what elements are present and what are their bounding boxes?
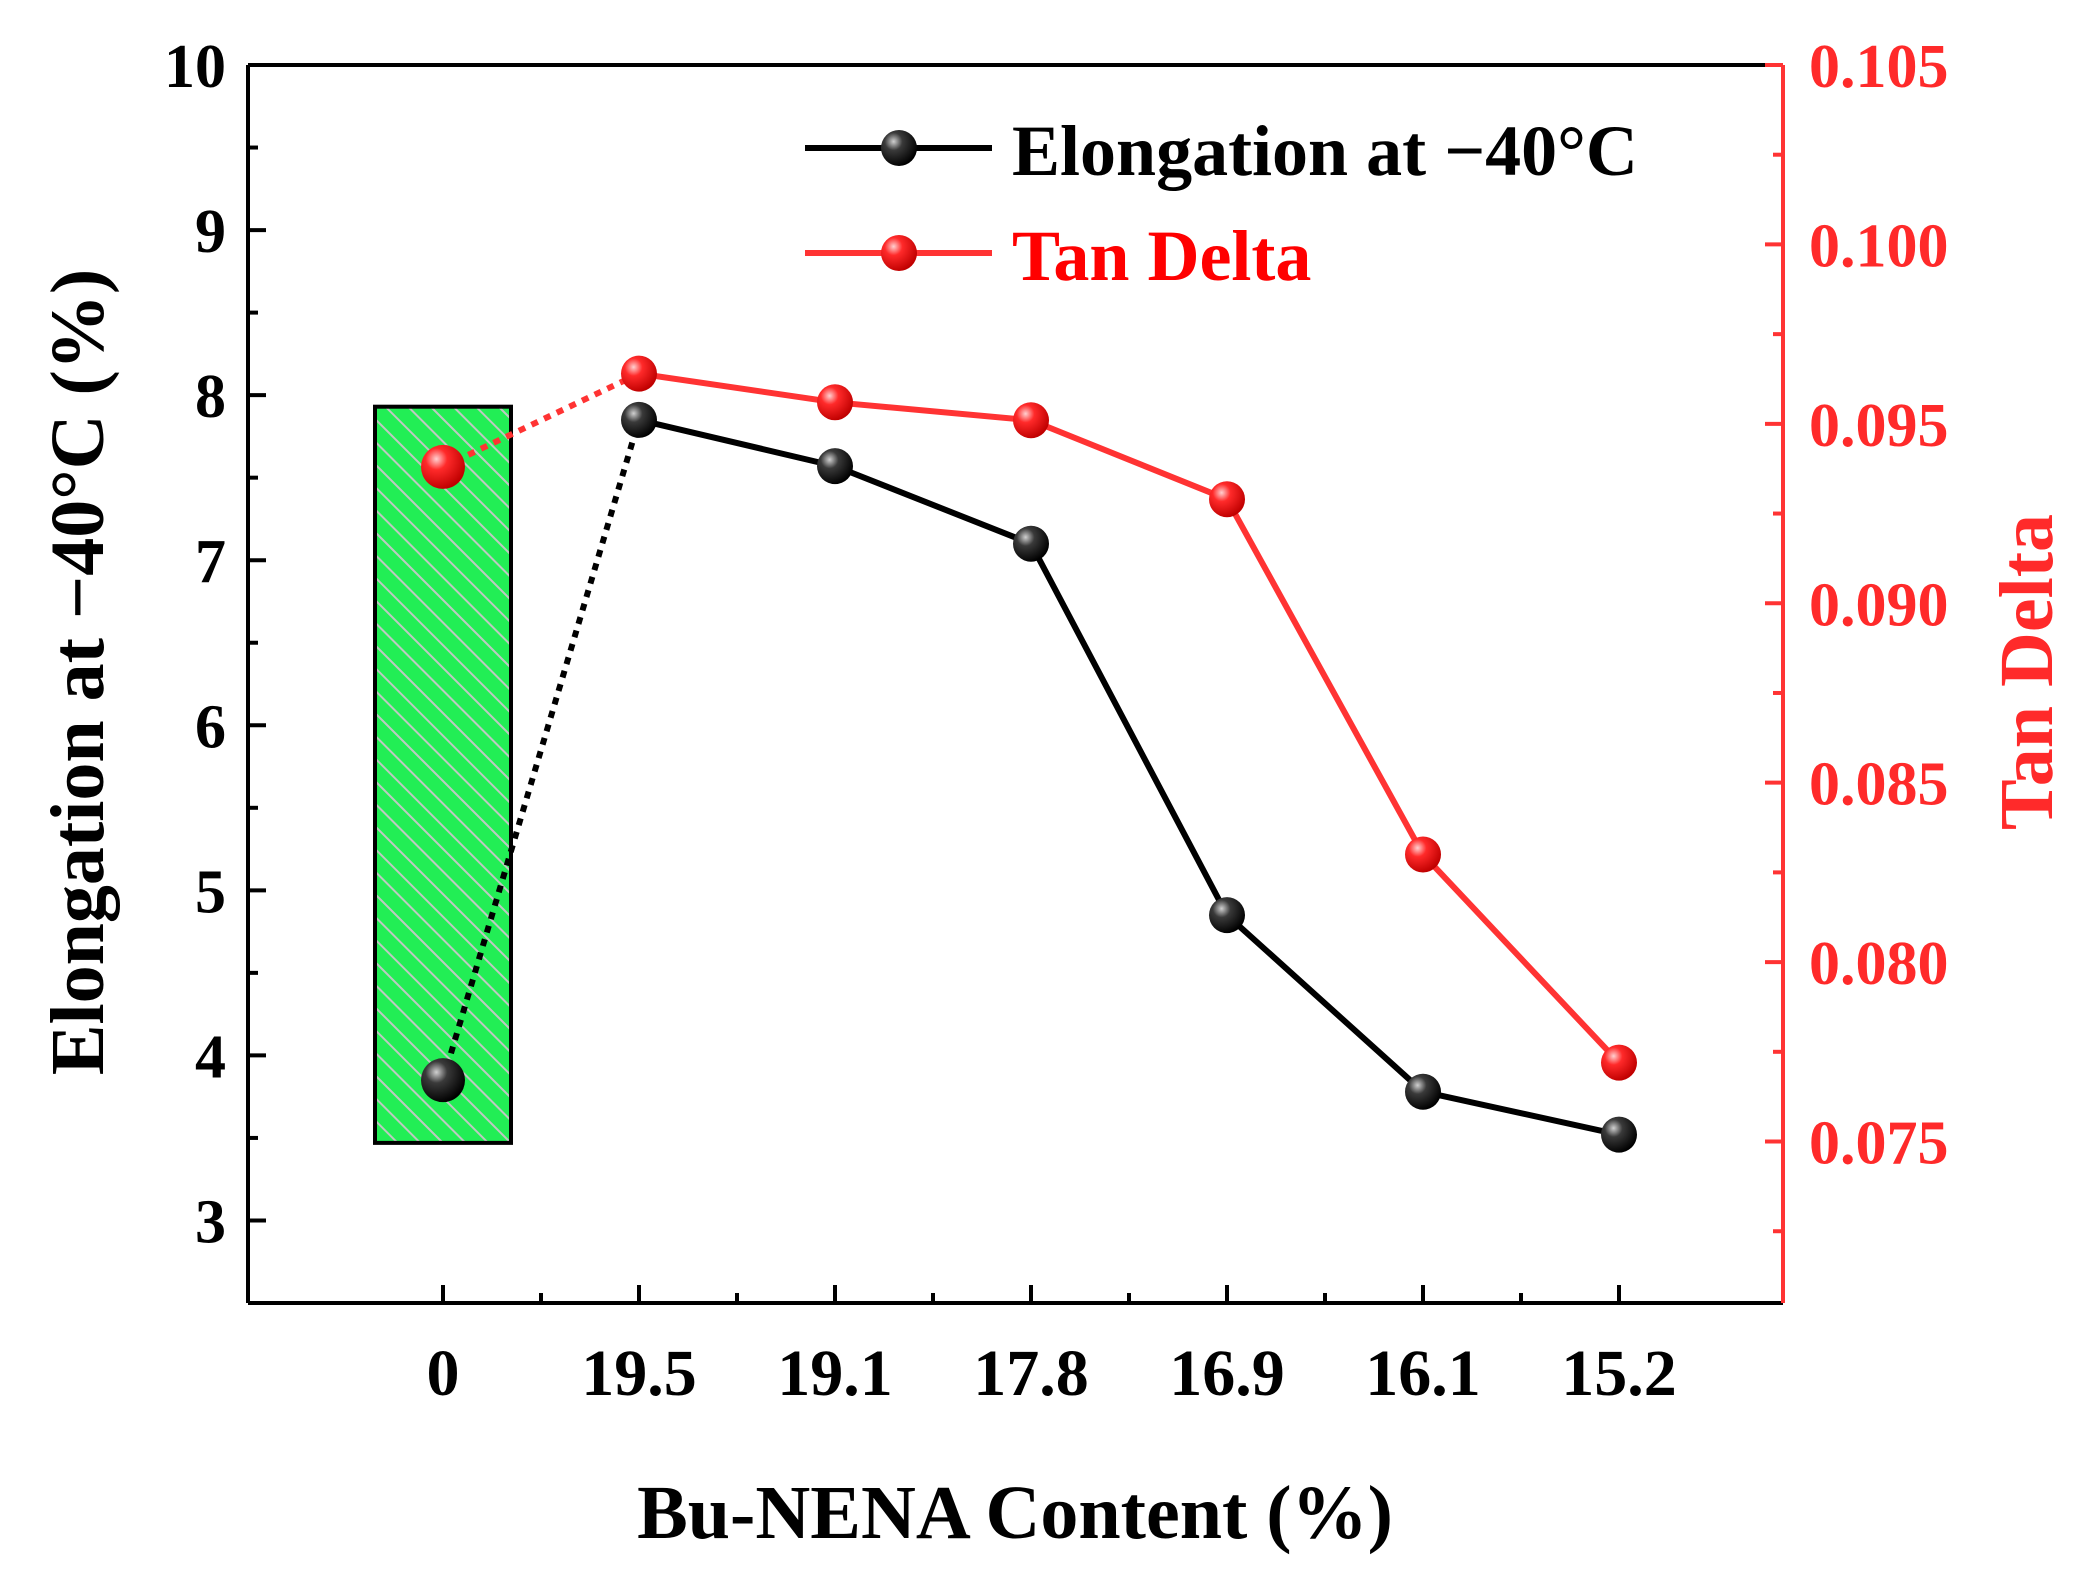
left-axis-title: Elongation at −40°C (%) [36, 269, 120, 1075]
legend: Elongation at −40°C Tan Delta [805, 111, 1638, 296]
right-tick-label: 0.105 [1809, 33, 1949, 101]
data-point [621, 401, 657, 438]
left-axis-ticks: 3 4 5 6 7 8 9 10 [164, 33, 266, 1305]
right-tick-label: 0.080 [1809, 930, 1949, 998]
highlight-box [373, 404, 513, 1145]
series-dotted-segment [440, 419, 642, 1082]
data-point [1209, 481, 1245, 518]
x-tick-label: 19.1 [777, 1337, 893, 1410]
left-tick-label: 10 [164, 33, 226, 101]
data-point [1601, 1044, 1637, 1081]
x-tick-label: 0 [427, 1337, 460, 1410]
series-lines [440, 370, 1622, 1138]
right-axis-title: Tan Delta [1985, 514, 2069, 830]
left-tick-label: 5 [195, 858, 226, 926]
legend-marker-elongation [881, 130, 917, 166]
series-markers [421, 355, 1637, 1153]
left-tick-label: 3 [195, 1188, 226, 1256]
right-axis-ticks: 0.075 0.080 0.085 0.090 0.095 0.100 0.105 [1765, 33, 1949, 1234]
x-tick-label: 16.1 [1365, 1337, 1481, 1410]
left-tick-label: 4 [195, 1023, 226, 1091]
data-point [817, 384, 853, 421]
x-axis-ticks: 0 19.5 19.1 17.8 16.9 16.1 15.2 [427, 1285, 1677, 1410]
data-point [621, 355, 657, 392]
data-point [1209, 897, 1245, 934]
left-tick-label: 7 [195, 528, 226, 596]
data-point [1013, 402, 1049, 439]
x-tick-label: 16.9 [1169, 1337, 1285, 1410]
data-point [1405, 836, 1441, 873]
right-tick-label: 0.090 [1809, 571, 1949, 639]
right-tick-label: 0.095 [1809, 392, 1949, 460]
right-tick-label: 0.085 [1809, 751, 1949, 819]
data-point [421, 1058, 465, 1103]
right-tick-label: 0.075 [1809, 1110, 1949, 1178]
x-tick-label: 15.2 [1561, 1337, 1677, 1410]
legend-label-tandelta: Tan Delta [1012, 216, 1311, 296]
data-point [421, 444, 465, 489]
x-axis-title: Bu-NENA Content (%) [637, 1471, 1393, 1555]
data-point [1013, 525, 1049, 562]
legend-marker-tandelta [881, 235, 917, 271]
x-tick-label: 19.5 [581, 1337, 697, 1410]
right-tick-label: 0.100 [1809, 212, 1949, 280]
series-line [638, 416, 1620, 1138]
x-tick-label: 17.8 [973, 1337, 1089, 1410]
data-point [1405, 1073, 1441, 1110]
data-point [1601, 1116, 1637, 1153]
series-line [638, 370, 1622, 1065]
legend-label-elongation: Elongation at −40°C [1012, 111, 1638, 191]
left-tick-label: 8 [195, 363, 226, 431]
left-tick-label: 9 [195, 198, 226, 266]
data-point [817, 448, 853, 485]
left-tick-label: 6 [195, 693, 226, 761]
